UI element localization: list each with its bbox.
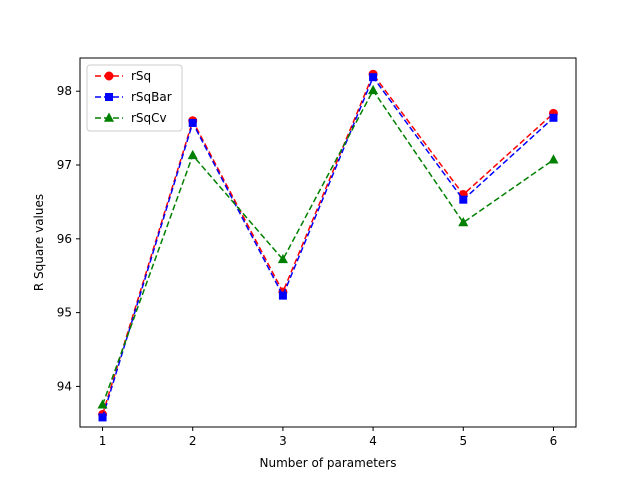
- series-rSqCv: [97, 84, 559, 409]
- y-tick-label: 97: [57, 158, 72, 172]
- y-tick-label: 96: [57, 232, 72, 246]
- data-point-rSqCv: [368, 84, 379, 95]
- legend-marker-rSqCv: [103, 112, 115, 122]
- legend-label-rSqBar: rSqBar: [131, 90, 172, 104]
- data-point-rSqCv: [458, 217, 469, 227]
- data-point-rSqBar: [188, 118, 197, 127]
- series-layer: [97, 69, 559, 422]
- x-tick-label: 3: [279, 434, 287, 448]
- data-point-rSqBar: [549, 113, 558, 122]
- y-tick-label: 98: [57, 84, 72, 98]
- series-line-rSqBar: [101, 75, 554, 418]
- legend-marker-rSq: [104, 71, 114, 81]
- x-tick-label: 4: [369, 434, 377, 448]
- plot-frame: [79, 57, 577, 428]
- legend-entry-rSqBar: rSqBar: [95, 90, 172, 104]
- x-axis: 1 2 3 4 5 6: [99, 427, 558, 448]
- x-tick-label: 1: [99, 434, 107, 448]
- data-point-rSqBar: [459, 195, 468, 204]
- series-rSqBar: [98, 73, 558, 422]
- legend-label-rSqCv: rSqCv: [131, 111, 167, 125]
- x-tick-label: 2: [189, 434, 197, 448]
- legend-box: [86, 64, 183, 132]
- series-line-rSq: [101, 72, 554, 415]
- legend-marker-rSqBar: [105, 93, 113, 101]
- legend-entry-rSq: rSq: [95, 69, 151, 83]
- data-point-rSqBar: [278, 291, 287, 300]
- x-axis-label: Number of parameters: [259, 456, 396, 470]
- data-point-rSqCv: [548, 154, 559, 164]
- legend: rSq rSqBar rSqCv: [86, 64, 183, 132]
- series-line-rSqCv: [101, 89, 554, 406]
- data-point-rSqCv: [187, 149, 198, 160]
- y-tick-label: 95: [57, 306, 72, 320]
- x-tick-label: 6: [550, 434, 558, 448]
- y-axis: 94 95 96 97 98: [57, 84, 80, 393]
- y-tick-label: 94: [57, 379, 72, 393]
- legend-entry-rSqCv: rSqCv: [95, 111, 167, 125]
- legend-label-rSq: rSq: [131, 69, 151, 83]
- data-point-rSqCv: [277, 253, 288, 264]
- data-point-rSqBar: [369, 73, 378, 82]
- x-tick-label: 5: [459, 434, 467, 448]
- data-point-rSqBar: [98, 413, 107, 422]
- y-axis-label: R Square values: [32, 194, 46, 291]
- data-point-rSqCv: [97, 399, 108, 409]
